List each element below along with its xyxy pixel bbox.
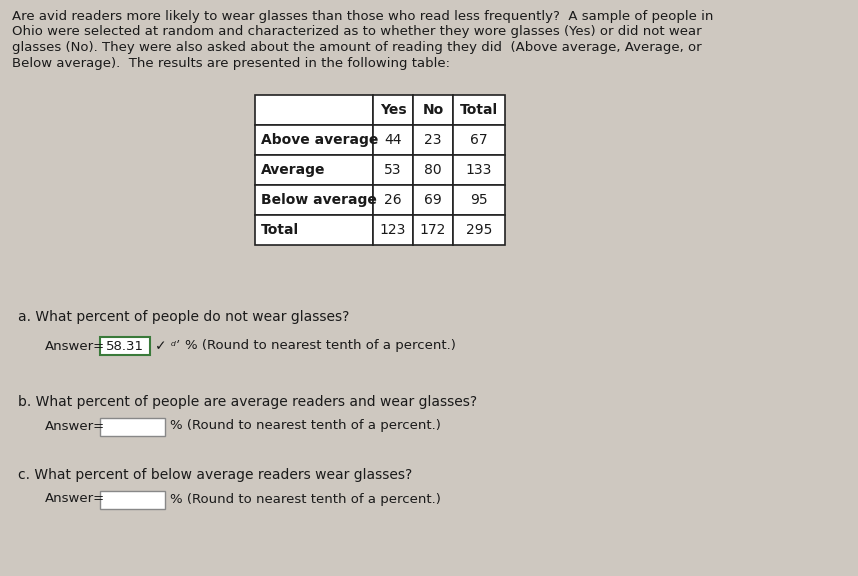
Bar (373, 185, 413, 215)
Text: 123: 123 (380, 223, 406, 237)
Text: No: No (422, 103, 444, 117)
Text: 44: 44 (384, 133, 402, 147)
Text: 295: 295 (466, 223, 492, 237)
Text: Below average).  The results are presented in the following table:: Below average). The results are presente… (12, 56, 450, 70)
Bar (373, 155, 413, 185)
Text: 133: 133 (466, 163, 492, 177)
Text: 23: 23 (424, 133, 442, 147)
Bar (255, 155, 373, 185)
Text: 67: 67 (470, 133, 488, 147)
Text: % (Round to nearest tenth of a percent.): % (Round to nearest tenth of a percent.) (185, 339, 456, 353)
Text: 26: 26 (384, 193, 402, 207)
Bar (255, 215, 373, 245)
Bar (413, 215, 453, 245)
Text: 172: 172 (420, 223, 446, 237)
Text: 69: 69 (424, 193, 442, 207)
Text: 80: 80 (424, 163, 442, 177)
Text: Answer=: Answer= (45, 492, 106, 506)
Text: ✓: ✓ (155, 339, 166, 353)
Text: ᵈʹ: ᵈʹ (171, 339, 179, 353)
Text: Total: Total (460, 103, 498, 117)
Bar (413, 95, 453, 125)
Text: 95: 95 (470, 193, 488, 207)
Bar (453, 95, 505, 125)
Bar (453, 155, 505, 185)
Text: Yes: Yes (380, 103, 407, 117)
Bar (100, 337, 150, 355)
Bar (373, 215, 413, 245)
Text: Ohio were selected at random and characterized as to whether they wore glasses (: Ohio were selected at random and charact… (12, 25, 702, 39)
Text: Total: Total (261, 223, 299, 237)
Text: c. What percent of below average readers wear glasses?: c. What percent of below average readers… (18, 468, 412, 482)
Bar (413, 185, 453, 215)
Bar (453, 185, 505, 215)
Bar (255, 185, 373, 215)
Bar (373, 95, 413, 125)
Bar (453, 215, 505, 245)
Text: Average: Average (261, 163, 325, 177)
Bar (255, 95, 373, 125)
Text: glasses (No). They were also asked about the amount of reading they did  (Above : glasses (No). They were also asked about… (12, 41, 702, 54)
Bar (453, 125, 505, 155)
Text: Answer=: Answer= (45, 339, 106, 353)
Text: Above average: Above average (261, 133, 378, 147)
Text: Answer=: Answer= (45, 419, 106, 433)
Bar (413, 155, 453, 185)
Text: % (Round to nearest tenth of a percent.): % (Round to nearest tenth of a percent.) (170, 492, 441, 506)
Text: Below average: Below average (261, 193, 377, 207)
Text: Are avid readers more likely to wear glasses than those who read less frequently: Are avid readers more likely to wear gla… (12, 10, 713, 23)
Bar (255, 125, 373, 155)
Bar (373, 125, 413, 155)
Bar (100, 418, 165, 436)
Text: b. What percent of people are average readers and wear glasses?: b. What percent of people are average re… (18, 395, 477, 409)
Text: a. What percent of people do not wear glasses?: a. What percent of people do not wear gl… (18, 310, 349, 324)
Text: 53: 53 (384, 163, 402, 177)
Text: % (Round to nearest tenth of a percent.): % (Round to nearest tenth of a percent.) (170, 419, 441, 433)
Bar (100, 491, 165, 509)
Bar (413, 125, 453, 155)
Text: 58.31: 58.31 (106, 339, 144, 353)
